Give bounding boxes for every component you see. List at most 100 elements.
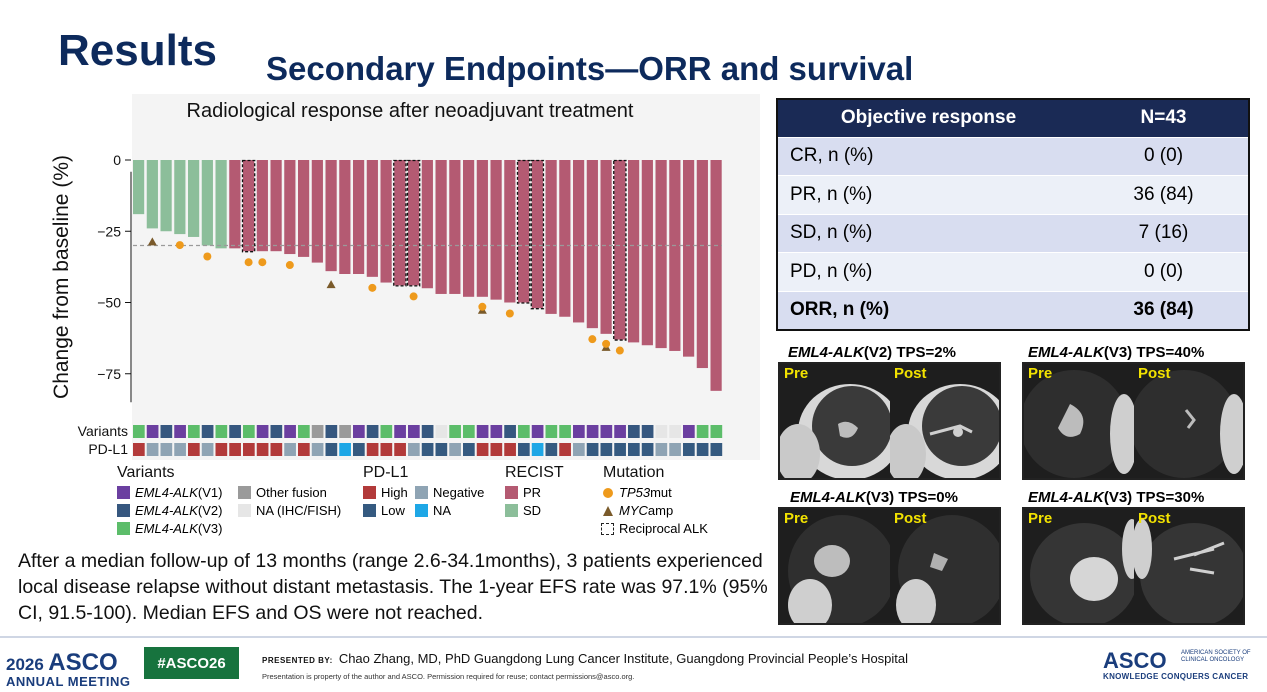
variant-cell bbox=[366, 425, 379, 438]
pdl1-cell bbox=[476, 443, 489, 456]
variant-cell bbox=[600, 425, 613, 438]
ct-scan-graphic bbox=[890, 364, 999, 478]
variant-cell bbox=[133, 425, 145, 438]
table-cell-value: 7 (16) bbox=[1079, 213, 1249, 253]
pdl1-cell bbox=[270, 443, 283, 456]
pdl1-cell bbox=[408, 443, 420, 456]
asco-annual-meeting-logo: 2026 ASCO ANNUAL MEETING bbox=[6, 649, 130, 689]
ct-label-gene: EML4-ALK bbox=[790, 489, 866, 506]
y-tick-label: −75 bbox=[97, 366, 121, 382]
legend-v1-swatch bbox=[117, 486, 130, 499]
ct-scan-graphic bbox=[1134, 364, 1243, 478]
legend-other: Other fusion bbox=[238, 485, 327, 500]
ct-pre-image: Pre bbox=[1024, 509, 1135, 623]
legend-high-label: High bbox=[381, 485, 408, 500]
tp53-mut-marker bbox=[203, 252, 212, 261]
legend-sd: SD bbox=[505, 503, 541, 518]
legend-low: Low bbox=[363, 503, 405, 518]
variant-cell bbox=[160, 425, 173, 438]
legend-reciprocal-box bbox=[601, 522, 614, 535]
asco-society-logo: ASCO AMERICAN SOCIETY OF CLINICAL ONCOLO… bbox=[1103, 648, 1253, 681]
ct-scan-graphic bbox=[1024, 364, 1135, 478]
annual-meeting-label: ANNUAL MEETING bbox=[6, 674, 131, 689]
variant-cell bbox=[586, 425, 599, 438]
legend-mutation-title: Mutation bbox=[603, 464, 665, 481]
table-cell-label: ORR, n (%) bbox=[777, 290, 1079, 330]
variant-cell bbox=[559, 425, 571, 438]
variant-cell bbox=[380, 425, 393, 438]
ct-label-1: EML4-ALK(V2) TPS=2% bbox=[788, 344, 956, 361]
variant-cell bbox=[710, 425, 723, 438]
pdl1-cell bbox=[174, 443, 186, 456]
legend-myc-gene: MYC bbox=[619, 503, 648, 518]
bar bbox=[366, 160, 378, 277]
legend-pr-label: PR bbox=[523, 485, 542, 500]
legend-low-swatch bbox=[363, 504, 376, 517]
variant-cell bbox=[311, 425, 324, 438]
bar bbox=[311, 160, 323, 263]
pdl1-cell bbox=[215, 443, 228, 456]
variant-cell bbox=[325, 425, 338, 438]
bar bbox=[641, 160, 653, 346]
bar bbox=[243, 160, 255, 252]
table-header-row: Objective response N=43 bbox=[777, 99, 1249, 137]
table-row-pd: PD, n (%) 0 (0) bbox=[777, 252, 1249, 291]
legend-v2-swatch bbox=[117, 504, 130, 517]
bar bbox=[256, 160, 268, 252]
reciprocal-alk-marker bbox=[241, 159, 256, 253]
legend-tp53: TP53 mut bbox=[601, 485, 672, 500]
legend-na-pdl1: NA bbox=[415, 503, 451, 518]
pdl1-cell bbox=[284, 443, 296, 456]
asco-wordmark: ASCO bbox=[48, 649, 118, 676]
legend-na-label: NA (IHC/FISH) bbox=[256, 503, 342, 518]
variant-cell bbox=[201, 425, 214, 438]
variant-cell bbox=[545, 425, 558, 438]
pdl1-cell bbox=[380, 443, 393, 456]
bar bbox=[614, 160, 626, 340]
table-cell-value: 0 (0) bbox=[1079, 252, 1249, 291]
pdl1-cell bbox=[325, 443, 338, 456]
pdl1-cell bbox=[518, 443, 530, 456]
legend-tp53-gene: TP53 bbox=[619, 485, 651, 500]
variant-cell bbox=[683, 425, 695, 438]
pdl1-cell bbox=[339, 443, 351, 456]
pdl1-cell bbox=[490, 443, 503, 456]
bar bbox=[298, 160, 310, 257]
society-name: AMERICAN SOCIETY OF CLINICAL ONCOLOGY bbox=[1181, 650, 1251, 663]
tp53-mut-marker bbox=[505, 309, 514, 318]
bar bbox=[518, 160, 530, 303]
waterfall-chart-area: Radiological response after neoadjuvant … bbox=[0, 92, 762, 552]
ct-pre-image: Pre bbox=[1024, 364, 1135, 478]
presented-by-label: PRESENTED BY: bbox=[262, 656, 333, 665]
reciprocal-alk-marker bbox=[613, 159, 627, 341]
variant-cell bbox=[243, 425, 255, 438]
ct-scan-graphic bbox=[890, 509, 999, 623]
bar bbox=[435, 160, 447, 294]
ct-post-tag: Post bbox=[1138, 510, 1171, 527]
tp53-mut-marker bbox=[602, 339, 611, 348]
legend-v2: EML4-ALK (V2) bbox=[117, 503, 222, 518]
table-cell-label: SD, n (%) bbox=[777, 213, 1079, 253]
pdl1-track-label: PD-L1 bbox=[88, 441, 128, 457]
variant-cell bbox=[215, 425, 228, 438]
table-row-cr: CR, n (%) 0 (0) bbox=[777, 136, 1249, 176]
tp53-mut-marker bbox=[258, 258, 267, 267]
variant-cell bbox=[421, 425, 434, 438]
ct-label-rest: (V3) TPS=0% bbox=[865, 489, 958, 506]
ct-post-image: Post bbox=[890, 509, 999, 623]
presenter-line: PRESENTED BY: Chao Zhang, MD, PhD Guangdo… bbox=[262, 651, 908, 666]
footer-divider bbox=[0, 636, 1267, 638]
ct-pre-tag: Pre bbox=[1028, 510, 1053, 527]
bar bbox=[188, 160, 200, 237]
legend-negative: Negative bbox=[415, 485, 484, 500]
legend-pr: PR bbox=[505, 485, 541, 500]
ct-post-tag: Post bbox=[894, 510, 927, 527]
pdl1-cell bbox=[683, 443, 695, 456]
legend-v3-gene: EML4-ALK bbox=[135, 521, 198, 536]
pdl1-cell bbox=[669, 443, 681, 456]
ct-scan-graphic bbox=[780, 509, 891, 623]
tp53-mut-marker bbox=[588, 335, 597, 344]
bar bbox=[463, 160, 475, 297]
bar bbox=[504, 160, 516, 303]
table-row-sd: SD, n (%) 7 (16) bbox=[777, 213, 1249, 253]
